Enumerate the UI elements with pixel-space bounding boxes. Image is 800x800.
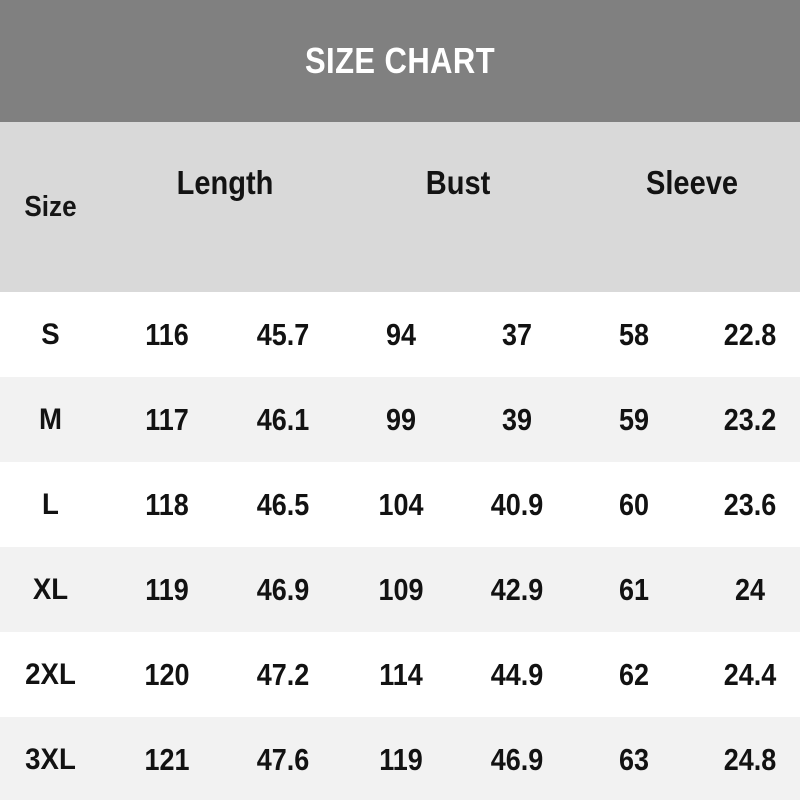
cell-sleeve-inch: 24.8	[723, 741, 777, 777]
cell-sleeve-cm: 63	[618, 741, 649, 777]
cell-sleeve-inch: 22.8	[723, 316, 777, 352]
table-row: L 118 46.5 104 40.9 60 23.6	[0, 462, 800, 547]
column-group-header-length: Length	[176, 164, 274, 201]
cell-size: XL	[32, 572, 69, 606]
cell-bust-inch: 42.9	[490, 571, 544, 607]
cell-length-inch: 46.9	[256, 571, 310, 607]
cell-length-cm: 121	[144, 741, 190, 777]
cell-sleeve-inch: 23.2	[723, 401, 777, 437]
cell-size: 2XL	[25, 657, 76, 691]
cell-size: 3XL	[25, 742, 76, 776]
cell-bust-cm: 104	[378, 486, 424, 522]
table-row: S 116 45.7 94 37 58 22.8	[0, 292, 800, 377]
cell-size: S	[41, 317, 60, 351]
cell-length-inch: 45.7	[256, 316, 310, 352]
column-group-header-bust: Bust	[425, 164, 491, 201]
table-row: 2XL 120 47.2 114 44.9 62 24.4	[0, 632, 800, 717]
table-row: XL 119 46.9 109 42.9 61 24	[0, 547, 800, 632]
cell-bust-cm: 114	[379, 656, 423, 692]
title-band: SIZE CHART	[0, 0, 800, 122]
cell-bust-cm: 94	[385, 316, 416, 352]
cell-sleeve-cm: 59	[618, 401, 649, 437]
cell-sleeve-inch: 23.6	[723, 486, 777, 522]
column-group-header-sleeve: Sleeve	[645, 164, 739, 201]
cell-length-inch: 47.6	[256, 741, 310, 777]
cell-length-cm: 120	[144, 656, 190, 692]
cell-sleeve-inch: 24.4	[723, 656, 777, 692]
cell-length-cm: 119	[145, 571, 189, 607]
cell-bust-cm: 109	[378, 571, 424, 607]
column-header-size: Size	[24, 190, 77, 223]
cell-sleeve-cm: 61	[618, 571, 649, 607]
cell-length-cm: 116	[145, 316, 189, 352]
cell-bust-cm: 119	[379, 741, 423, 777]
cell-length-inch: 47.2	[256, 656, 310, 692]
cell-length-cm: 118	[145, 486, 189, 522]
cell-length-cm: 117	[145, 401, 189, 437]
table-row: M 117 46.1 99 39 59 23.2	[0, 377, 800, 462]
cell-bust-inch: 46.9	[490, 741, 544, 777]
cell-sleeve-inch: 24	[734, 571, 765, 607]
cell-sleeve-cm: 62	[618, 656, 649, 692]
page-title: SIZE CHART	[304, 40, 496, 81]
cell-bust-inch: 39	[501, 401, 532, 437]
cell-bust-inch: 37	[501, 316, 532, 352]
cell-sleeve-cm: 58	[618, 316, 649, 352]
cell-length-inch: 46.1	[256, 401, 310, 437]
cell-bust-cm: 99	[385, 401, 416, 437]
cell-size: L	[42, 487, 59, 521]
cell-sleeve-cm: 60	[618, 486, 649, 522]
table-row: 3XL 121 47.6 119 46.9 63 24.8	[0, 717, 800, 800]
cell-bust-inch: 40.9	[490, 486, 544, 522]
cell-length-inch: 46.5	[256, 486, 310, 522]
cell-size: M	[39, 402, 63, 436]
cell-bust-inch: 44.9	[490, 656, 544, 692]
table-header-row: Size Length Bust Sleeve cm inch cm inch …	[0, 122, 800, 388]
